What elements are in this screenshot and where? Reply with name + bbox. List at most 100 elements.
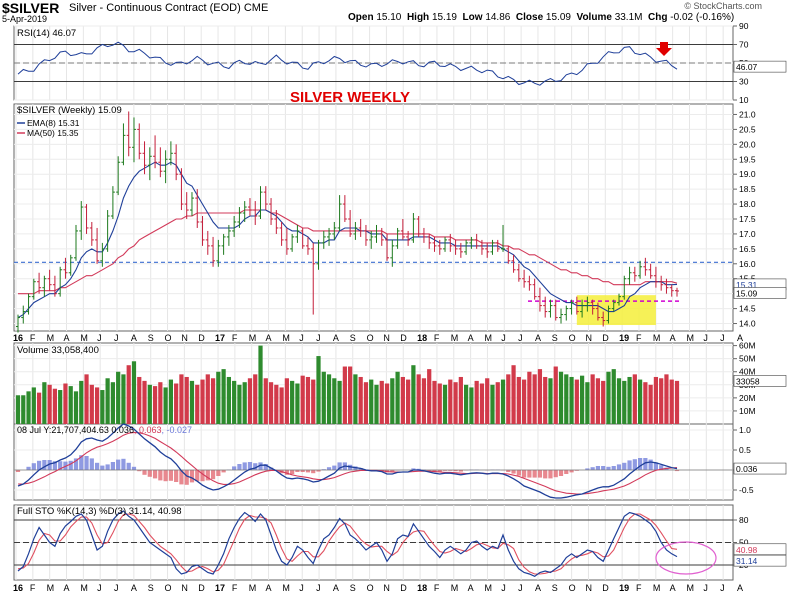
volume-title: Volume 33,058,400: [17, 345, 99, 356]
volume-bar: [168, 379, 173, 424]
month-label-top: A: [670, 333, 676, 343]
macd-histogram-bar: [453, 470, 458, 472]
volume-bar: [474, 380, 479, 424]
ytick-label: 0.5: [739, 445, 751, 455]
macd-histogram-bar: [168, 470, 173, 481]
instrument-name: Silver - Continuous Contract (EOD) CME: [69, 2, 269, 14]
month-label-bottom: F: [434, 583, 440, 593]
macd-histogram-bar: [432, 470, 437, 472]
volume-bar: [632, 374, 637, 424]
macd-histogram-bar: [73, 458, 79, 470]
red-down-arrow: [656, 42, 672, 56]
volume-bar: [15, 395, 21, 424]
volume-bar: [226, 376, 231, 424]
macd-histogram-bar: [79, 455, 84, 470]
month-label-top: J: [703, 333, 708, 343]
sto-k-line: [17, 510, 678, 577]
ohlc-summary: Open 15.10 High 15.19 Low 14.86 Close 15…: [348, 12, 735, 23]
volume-bar: [564, 374, 569, 424]
volume-bar: [311, 379, 316, 424]
volume-last-value-bg: [733, 375, 787, 387]
macd-histogram-bar: [68, 460, 73, 470]
volume-bar: [316, 356, 321, 424]
month-label-bottom: 18: [417, 583, 427, 593]
macd-histogram-bar: [126, 462, 131, 470]
month-label-top: J: [114, 333, 119, 343]
legend-ema: EMA(8) 15.31: [27, 118, 80, 128]
volume-bar: [52, 388, 58, 424]
volume-bar: [189, 380, 195, 424]
macd-histogram-bar: [94, 462, 100, 470]
volume-bar: [622, 380, 627, 424]
ytick-label: 60M: [739, 341, 756, 351]
volume-bar: [379, 380, 384, 424]
price-last-value: 15.09: [736, 288, 758, 298]
month-label-top: S: [350, 333, 356, 343]
ytick-label: 19.0: [739, 169, 756, 179]
macd-histogram-bar: [553, 470, 558, 478]
volume-bar: [105, 378, 110, 424]
volume-bar: [453, 382, 458, 424]
volume-bar: [416, 374, 421, 424]
month-label-bottom: J: [97, 583, 102, 593]
month-label-top: M: [653, 333, 661, 343]
volume-bar: [179, 374, 184, 424]
month-label-bottom: A: [266, 583, 272, 593]
macd-histogram-bar: [437, 470, 442, 472]
volume-bar: [195, 384, 200, 424]
month-label-top: J: [720, 333, 725, 343]
macd-histogram-bar: [569, 470, 574, 473]
macd-histogram-bar: [321, 469, 326, 470]
month-label-top: A: [131, 333, 137, 343]
volume-bar: [448, 379, 453, 424]
macd-histogram-bar: [242, 462, 247, 470]
volume-bar: [384, 383, 390, 424]
volume-bar: [110, 382, 116, 424]
volume-bar: [42, 382, 47, 424]
ytick-label: 10: [739, 95, 749, 105]
volume-bar: [47, 384, 52, 424]
month-label-top: D: [198, 333, 205, 343]
volume-bar: [353, 374, 358, 424]
macd-histogram-bar: [268, 467, 274, 470]
macd-last-value-bg: [733, 462, 787, 475]
volume-bar: [664, 374, 669, 424]
macd-histogram-bar: [585, 468, 590, 470]
silver-weekly-label: SILVER WEEKLY: [290, 89, 410, 106]
macd-histogram-bar: [237, 464, 242, 470]
macd-histogram-bar: [659, 465, 664, 470]
month-label-bottom: J: [501, 583, 506, 593]
macd-histogram-bar: [427, 470, 432, 471]
month-label-bottom: A: [468, 583, 474, 593]
volume-bar: [611, 369, 616, 424]
month-label-top: O: [569, 333, 576, 343]
macd-histogram-bar: [326, 467, 332, 470]
volume-bar: [31, 387, 36, 424]
legend-ma: MA(50) 15.35: [27, 128, 79, 138]
macd-histogram-bar: [590, 467, 595, 470]
volume-bar: [158, 382, 163, 424]
volume-bar: [442, 384, 448, 424]
month-label-bottom: S: [552, 583, 558, 593]
price-title: $SILVER (Weekly) 15.09: [17, 105, 122, 116]
macd-histogram-bar: [622, 462, 627, 470]
macd-last-value: 0.036: [736, 464, 758, 474]
rsi-title: RSI(14) 46.07: [17, 28, 76, 39]
volume-bar: [669, 379, 674, 424]
macd-histogram-bar: [58, 461, 63, 470]
volume-bar: [579, 375, 585, 424]
month-label-top: F: [636, 333, 642, 343]
macd-histogram-bar: [89, 458, 94, 470]
month-label-bottom: D: [400, 583, 407, 593]
month-label-top: M: [80, 333, 88, 343]
macd-histogram-bar: [84, 456, 89, 470]
macd-histogram-bar: [611, 466, 616, 470]
macd-histogram-bar: [100, 465, 105, 470]
ytick-label: 90: [739, 21, 749, 31]
macd-histogram-bar: [558, 470, 564, 476]
macd-histogram-bar: [458, 470, 463, 472]
volume-bar: [58, 390, 63, 424]
sto-title: Full STO %K(14,3) %D(3) 31.14, 40.98: [17, 506, 182, 517]
macd-histogram-bar: [189, 470, 195, 483]
month-label-top: N: [585, 333, 592, 343]
